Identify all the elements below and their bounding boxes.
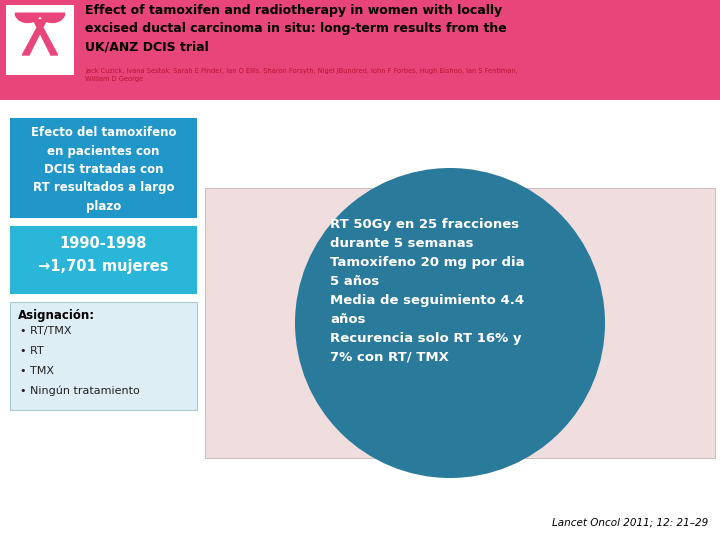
- Text: Efecto del tamoxifeno
en pacientes con
DCIS tratadas con
RT resultados a largo
p: Efecto del tamoxifeno en pacientes con D…: [31, 126, 176, 213]
- FancyBboxPatch shape: [0, 0, 720, 100]
- Text: Lancet Oncol 2011; 12: 21–29: Lancet Oncol 2011; 12: 21–29: [552, 518, 708, 528]
- Circle shape: [295, 168, 605, 478]
- Text: Jack Cuzick, Ivana Sestak, Sarah E Pinder, Ian O Ellis, Sharon Forsyth, Nigel JB: Jack Cuzick, Ivana Sestak, Sarah E Pinde…: [85, 68, 518, 82]
- Text: • Ningún tratamiento: • Ningún tratamiento: [20, 386, 140, 396]
- Text: Asignación:: Asignación:: [18, 309, 95, 322]
- FancyBboxPatch shape: [10, 226, 197, 294]
- FancyBboxPatch shape: [10, 302, 197, 410]
- Polygon shape: [40, 13, 65, 23]
- FancyBboxPatch shape: [205, 188, 715, 458]
- Polygon shape: [15, 13, 40, 23]
- Polygon shape: [33, 20, 47, 26]
- FancyBboxPatch shape: [10, 118, 197, 218]
- Text: RT 50Gy en 25 fracciones
durante 5 semanas
Tamoxifeno 20 mg por dia
5 años
Media: RT 50Gy en 25 fracciones durante 5 seman…: [330, 218, 525, 364]
- Text: • RT: • RT: [20, 346, 44, 356]
- Text: 1990-1998
→1,701 mujeres: 1990-1998 →1,701 mujeres: [38, 236, 168, 274]
- Polygon shape: [22, 26, 42, 55]
- Text: • RT/TMX: • RT/TMX: [20, 326, 71, 336]
- Text: Effect of tamoxifen and radiotherapy in women with locally
excised ductal carcin: Effect of tamoxifen and radiotherapy in …: [85, 4, 507, 53]
- Polygon shape: [37, 26, 58, 55]
- Text: • TMX: • TMX: [20, 366, 54, 376]
- FancyBboxPatch shape: [6, 5, 74, 75]
